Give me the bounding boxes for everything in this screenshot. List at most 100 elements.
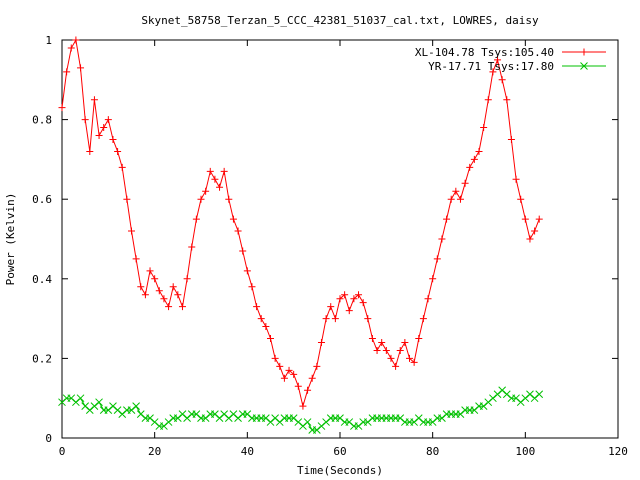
data-point [58,104,66,112]
data-point [341,291,349,299]
data-point [373,346,381,354]
data-point [290,370,298,378]
data-point [128,227,135,235]
series-1 [58,386,544,434]
series-line [61,38,540,409]
data-point [317,338,325,346]
data-point [336,295,344,303]
data-point [104,116,112,124]
data-point [72,36,80,44]
data-point [239,247,247,255]
data-point [512,175,520,183]
x-tick-label: 60 [333,445,346,458]
data-point [535,390,544,399]
data-point [447,195,455,203]
data-point [368,335,376,342]
data-point [146,267,154,275]
legend-label: XL-104.78 Tsys:105.40 [415,46,554,59]
data-point [276,362,284,370]
data-point [396,346,404,354]
data-point [216,183,224,191]
data-point [160,295,168,303]
data-point [535,215,543,223]
data-point [169,283,177,291]
y-tick-label: 0.8 [32,114,52,127]
data-point [109,136,117,143]
data-point [178,303,186,311]
x-axis: 0 20 40 60 80 100 120 [59,40,628,458]
legend-marker [580,48,588,56]
data-point [95,398,103,407]
x-tick-label: 100 [515,445,535,458]
data-point [355,291,363,299]
data-point [378,338,386,346]
data-point [456,195,464,203]
data-point [507,136,515,143]
data-point [475,147,483,155]
data-point [345,307,353,315]
x-axis-label: Time(Seconds) [297,464,383,477]
data-point [141,291,149,299]
x-tick-label: 120 [608,445,628,458]
data-point [155,287,163,295]
legend-label: YR-17.71 Tsys:17.80 [428,60,554,73]
data-point [211,175,219,183]
data-point [234,227,242,235]
data-point [438,235,446,243]
data-point [183,275,191,283]
y-tick-label: 0.6 [32,193,52,206]
series-0 [58,36,543,410]
data-point [303,418,312,426]
y-tick-label: 0.2 [32,352,52,365]
data-point [401,338,409,346]
data-point [503,96,511,104]
data-point [498,76,506,84]
data-point [229,215,237,223]
data-point [387,354,395,362]
data-point [76,394,85,403]
data-point [406,354,413,362]
data-point [243,267,251,275]
data-point [192,215,200,223]
data-point [489,68,497,76]
y-tick-label: 0 [45,432,52,445]
data-point [114,147,122,155]
data-point [517,195,525,203]
data-point [415,335,423,342]
plot-area-frame [61,39,619,439]
data-point [531,227,539,235]
data-point [410,358,418,366]
data-point [419,315,427,323]
data-point [188,243,196,251]
data-point [484,96,492,104]
data-point [322,315,330,323]
data-point [174,291,182,299]
data-point [480,124,488,132]
data-point [202,187,210,195]
data-point [90,96,98,104]
x-tick-label: 20 [148,445,161,458]
data-point [424,295,432,303]
data-point [220,167,228,175]
y-tick-label: 0.4 [32,273,52,286]
x-tick-label: 0 [59,445,66,458]
x-tick-label: 40 [241,445,254,458]
data-point [95,132,103,140]
data-point [225,195,233,203]
data-point [327,303,335,311]
chart-title: Skynet_58758_Terzan_5_CCC_42381_51037_ca… [141,14,539,27]
data-point [118,163,126,171]
data-point [63,68,71,76]
data-point [151,275,159,283]
data-point [137,283,145,291]
y-axis: 0 0.2 0.4 0.6 0.8 1 [32,34,618,445]
data-point [299,402,307,410]
data-point [443,215,451,223]
data-point [206,167,214,175]
data-point [433,255,441,263]
data-point [271,354,279,362]
data-point [313,362,321,370]
data-point [392,362,400,370]
